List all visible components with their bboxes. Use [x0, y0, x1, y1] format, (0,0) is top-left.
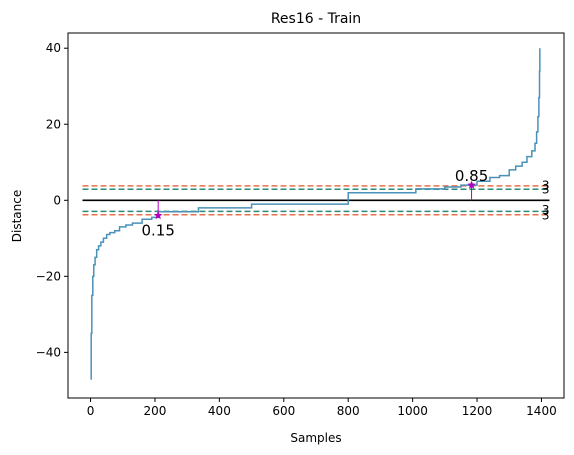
- x-tick-label-0: 0: [87, 404, 95, 418]
- x-tick-label-3: 600: [272, 404, 295, 418]
- x-tick-label-1: 200: [144, 404, 167, 418]
- y-tick-label-2: 0: [53, 193, 61, 207]
- x-tick-label-4: 800: [337, 404, 360, 418]
- y-axis-label: Distance: [10, 190, 24, 242]
- y-axis-ticks: −40 −20 0 20 40: [36, 41, 68, 359]
- x-tick-label-6: 1200: [462, 404, 493, 418]
- threshold-label-2: 3: [542, 203, 550, 217]
- marker-label-0: 0.15: [141, 222, 174, 240]
- x-tick-label-5: 1000: [397, 404, 428, 418]
- y-tick-label-3: 20: [46, 117, 61, 131]
- x-axis-ticks: 0 200 400 600 800 1000 1200 1400: [87, 398, 557, 418]
- series-line-0: [90, 48, 541, 380]
- x-tick-label-2: 400: [208, 404, 231, 418]
- y-tick-label-0: −40: [36, 345, 61, 359]
- marker-label-1: 0.85: [455, 167, 488, 185]
- threshold-label-1: 3: [542, 183, 550, 197]
- x-tick-label-7: 1400: [526, 404, 557, 418]
- chart-title: Res16 - Train: [271, 11, 361, 27]
- plot-frame: [67, 32, 565, 399]
- x-axis-label: Samples: [290, 431, 341, 445]
- marker-star-1: [467, 180, 476, 189]
- threshold-label-3: 3: [542, 209, 550, 223]
- y-tick-label-4: 40: [46, 41, 61, 55]
- y-tick-label-1: −20: [36, 269, 61, 283]
- marker-star-0: [153, 211, 163, 220]
- threshold-label-0: 3: [542, 178, 550, 192]
